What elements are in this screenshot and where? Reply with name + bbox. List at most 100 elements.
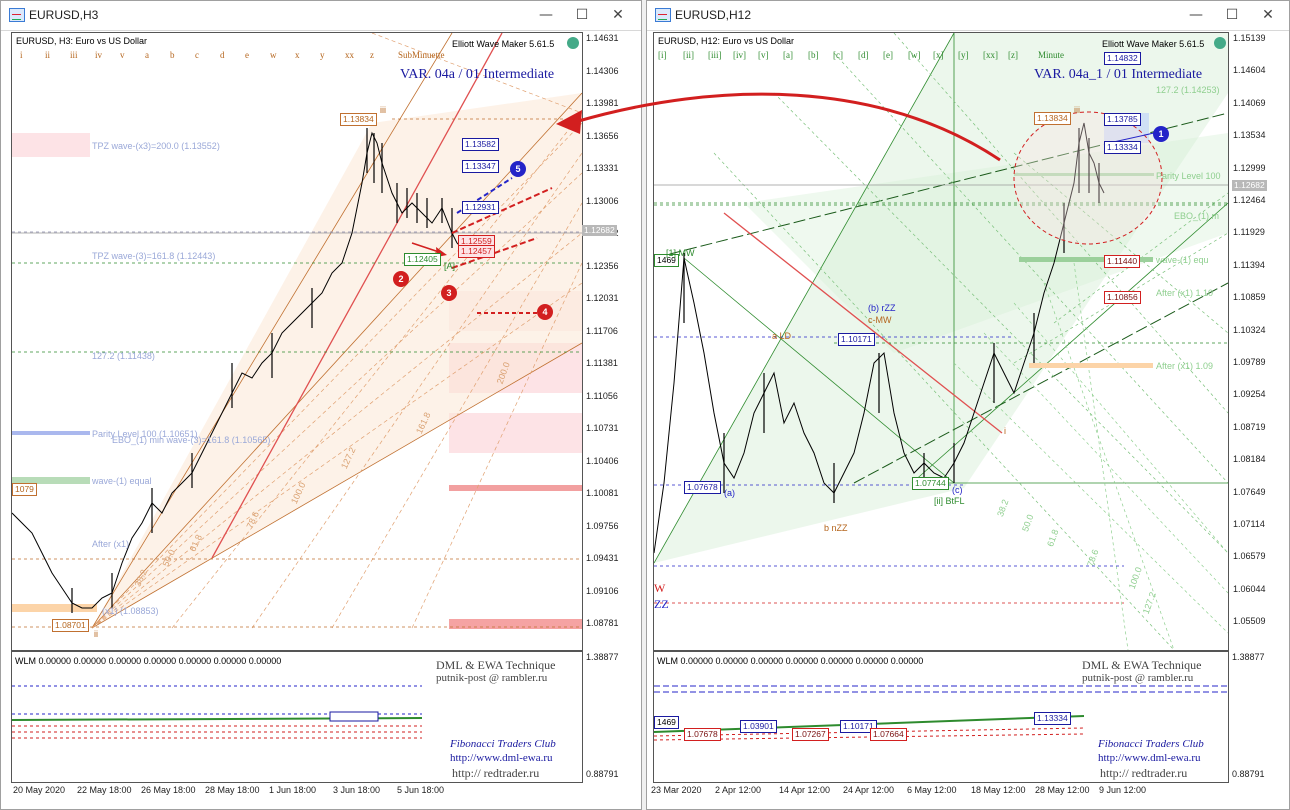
time-axis-tick: 20 May 2020 bbox=[13, 785, 66, 795]
wave-label: (b) rZZ bbox=[868, 303, 896, 313]
level-label: TPZ wave-(3)=161.8 (1.12443) bbox=[92, 251, 216, 261]
indicator-box: 1.03901 bbox=[740, 720, 777, 733]
indicator-axis-tick: 0.88791 bbox=[586, 769, 619, 779]
level-label: EBO_(1) min wave-(3)=161.8 (1.10565) bbox=[112, 435, 271, 445]
price-axis-tick: 1.05509 bbox=[1233, 616, 1266, 627]
brand-link[interactable]: http:// redtrader.ru bbox=[452, 766, 540, 780]
time-axis-tick: 14 Apr 12:00 bbox=[779, 785, 831, 795]
price-chart-left[interactable]: EURUSD, H3: Euro vs US Dollar Elliott Wa… bbox=[11, 32, 583, 651]
wave-degree-label: [y] bbox=[958, 50, 969, 60]
time-axis-tick: 2 Apr 12:00 bbox=[715, 785, 762, 795]
time-axis-tick: 28 May 12:00 bbox=[1035, 785, 1090, 795]
left-edge-tag: 1469 bbox=[654, 254, 679, 267]
price-axis-tick: 1.10324 bbox=[1233, 324, 1266, 335]
chart-window-icon bbox=[655, 8, 671, 22]
price-axis-tick: 1.13331 bbox=[586, 163, 619, 173]
red-price-box: 1.10856 bbox=[1104, 291, 1141, 304]
level-label: Parity Level 100 bbox=[1156, 171, 1221, 181]
wave-label-iii: iii bbox=[380, 105, 386, 115]
price-axis-tick: 1.14069 bbox=[1233, 97, 1266, 108]
tool-status-icon[interactable] bbox=[1214, 37, 1226, 49]
level-label: Parity Level 100 (1.10651) bbox=[92, 429, 198, 439]
time-axis-tick: 22 May 18:00 bbox=[77, 785, 132, 795]
maximize-button-left[interactable]: ☐ bbox=[575, 7, 589, 23]
wave-label-iii: iii bbox=[1074, 105, 1080, 115]
variant-label-right: VAR. 04a_1 / 01 Intermediate bbox=[1034, 67, 1203, 82]
wave-degree-label: [a] bbox=[783, 50, 793, 60]
chart-header-right: EURUSD, H12: Euro vs US Dollar bbox=[658, 36, 795, 46]
indicator-pane-left[interactable]: WLM 0.00000 0.00000 0.00000 0.00000 0.00… bbox=[11, 651, 583, 783]
window-titlebar-right[interactable]: EURUSD,H12 — ☐ ✕ bbox=[647, 1, 1289, 31]
price-axis-tick: 1.14306 bbox=[586, 65, 619, 76]
wave-degree-label: d bbox=[220, 50, 225, 60]
wave-label: (a) bbox=[724, 488, 735, 498]
minimize-button-left[interactable]: — bbox=[539, 7, 553, 23]
marker-4: 4 bbox=[537, 304, 553, 320]
red-price-box: 1.12457 bbox=[458, 245, 495, 258]
wave-degree-label: [c] bbox=[833, 50, 843, 60]
wave-degree-label: c bbox=[195, 50, 199, 60]
price-box: 1.13785 bbox=[1104, 113, 1141, 126]
time-axis-tick: 24 Apr 12:00 bbox=[843, 785, 895, 795]
close-button-left[interactable]: ✕ bbox=[612, 7, 624, 23]
time-axis-tick: 18 May 12:00 bbox=[971, 785, 1026, 795]
price-axis-tick: 1.09106 bbox=[586, 585, 619, 596]
tool-status-icon[interactable] bbox=[567, 37, 579, 49]
price-axis-tick: 1.11056 bbox=[586, 390, 618, 401]
chart-header-left: EURUSD, H3: Euro vs US Dollar bbox=[16, 36, 148, 46]
wave-degree-label: [x] bbox=[933, 50, 944, 60]
price-axis-tick: 1.13656 bbox=[586, 130, 619, 141]
price-axis-tick: 1.10081 bbox=[586, 488, 619, 498]
minimize-button-right[interactable]: — bbox=[1189, 7, 1203, 23]
window-title-left: EURUSD,H3 bbox=[29, 8, 99, 22]
price-axis-tick: 1.07114 bbox=[1233, 519, 1265, 529]
price-box: 1.07678 bbox=[684, 481, 721, 494]
price-axis-tick: 1.12464 bbox=[1233, 195, 1266, 205]
tool-name-right: Elliott Wave Maker 5.61.5 bbox=[1102, 39, 1205, 49]
brand-link[interactable]: http://www.dml-ewa.ru bbox=[1098, 752, 1201, 764]
price-axis-tick: 1.09431 bbox=[586, 553, 619, 563]
marker-1: 1 bbox=[1153, 126, 1169, 142]
green-price-box: 1.12405 bbox=[404, 253, 441, 266]
brand-link[interactable]: http:// redtrader.ru bbox=[1100, 766, 1188, 780]
maximize-button-right[interactable]: ☐ bbox=[1225, 7, 1239, 23]
price-box: 1.12931 bbox=[462, 201, 499, 214]
close-button-right[interactable]: ✕ bbox=[1262, 7, 1274, 23]
price-axis-tick: 1.10731 bbox=[586, 423, 619, 433]
low-price-box: 1.08701 bbox=[52, 619, 89, 632]
marker-5: 5 bbox=[510, 161, 526, 177]
wave-degree-label: y bbox=[320, 50, 325, 60]
price-axis-tick: 1.08781 bbox=[586, 618, 619, 628]
time-axis-tick: 23 Mar 2020 bbox=[651, 785, 702, 795]
current-price-label: 1.12682 bbox=[1232, 180, 1267, 191]
wave-degree-label: [b] bbox=[808, 50, 819, 60]
level-label: After (x1) 1.09 bbox=[1156, 361, 1214, 371]
wave-degree-label: ii bbox=[45, 50, 51, 60]
variant-label-left: VAR. 04a / 01 Intermediate bbox=[400, 67, 555, 82]
brand-link[interactable]: http://www.dml-ewa.ru bbox=[450, 752, 553, 764]
price-box: 1.13334 bbox=[1104, 141, 1141, 154]
wave-degree-label: [xx] bbox=[983, 50, 998, 60]
window-title-right: EURUSD,H12 bbox=[675, 8, 752, 22]
window-titlebar-left[interactable]: EURUSD,H3 — ☐ ✕ bbox=[1, 1, 641, 31]
wave-label: (c) bbox=[952, 485, 963, 495]
wave-label: b nZZ bbox=[824, 523, 848, 533]
price-axis-tick: 1.08719 bbox=[1233, 421, 1266, 432]
chart-window-left[interactable]: EURUSD,H3 — ☐ ✕ bbox=[0, 0, 642, 810]
wave-degree-label: x bbox=[295, 50, 300, 60]
price-axis-tick: 1.12999 bbox=[1233, 162, 1266, 173]
brand-text: putnik-post @ rambler.ru bbox=[436, 672, 548, 684]
chart-window-right[interactable]: EURUSD,H12 — ☐ ✕ bbox=[646, 0, 1290, 810]
high-price-box: 1.13834 bbox=[1034, 112, 1071, 125]
level-label: 127.2 (1.14253) bbox=[1156, 85, 1220, 95]
wave-degree-label: b bbox=[170, 50, 175, 60]
brand-text: Fibonacci Traders Club bbox=[450, 738, 556, 750]
wave-degree-label: z bbox=[370, 50, 374, 60]
wave-label: W bbox=[654, 581, 666, 595]
price-box: 1.13347 bbox=[462, 160, 499, 173]
price-chart-right[interactable]: EURUSD, H12: Euro vs US Dollar Elliott W… bbox=[653, 32, 1229, 651]
wave-degree-label: [w] bbox=[908, 50, 921, 60]
indicator-pane-right[interactable]: WLM 0.00000 0.00000 0.00000 0.00000 0.00… bbox=[653, 651, 1229, 783]
wave-degree-label: [iii] bbox=[708, 50, 722, 60]
price-axis-tick: 1.09254 bbox=[1233, 389, 1266, 400]
